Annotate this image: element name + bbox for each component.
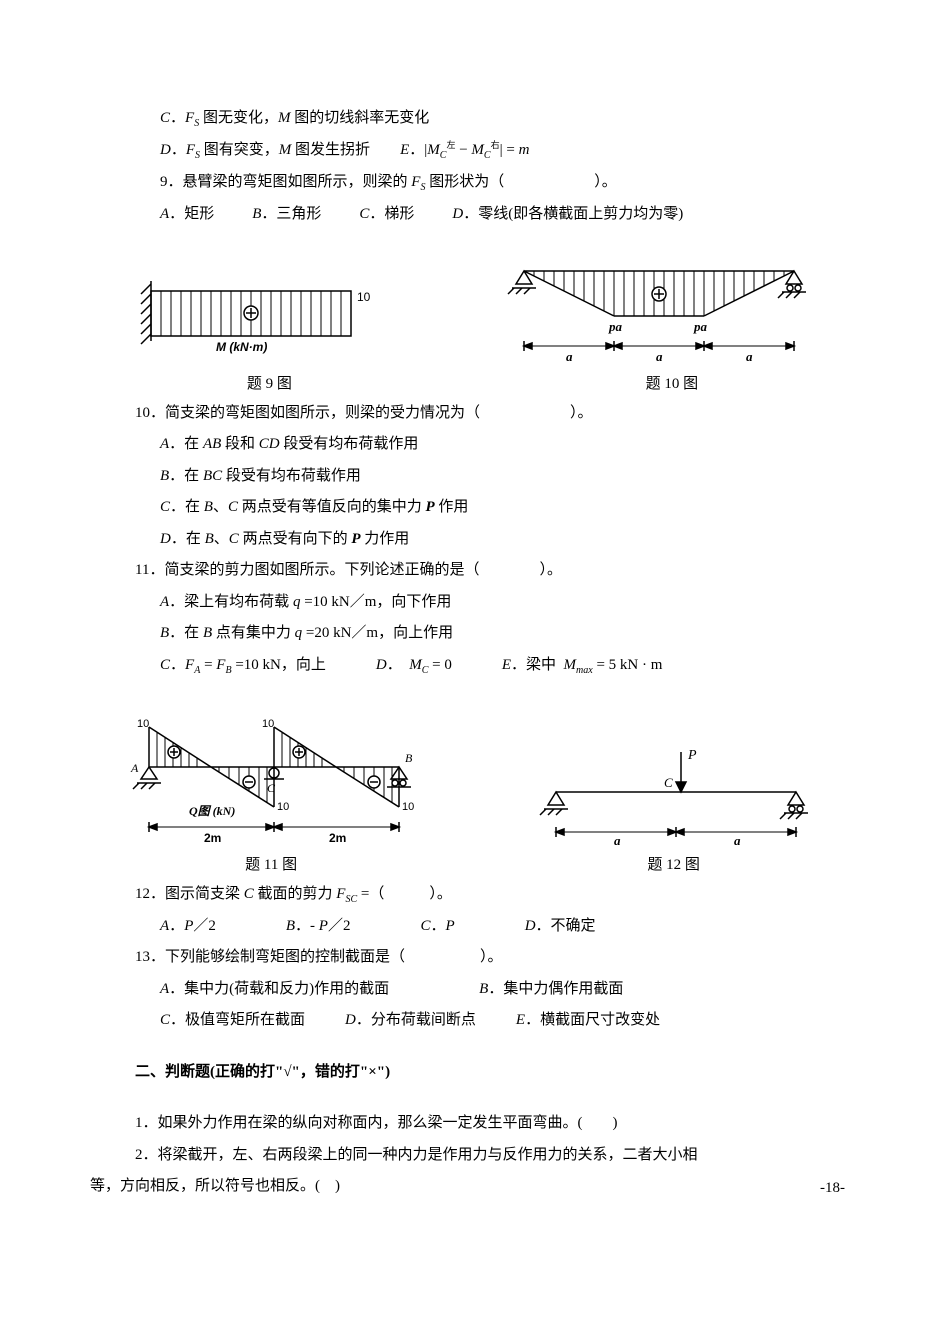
section-2-heading: 二、判断题(正确的打"√"，错的打"×") xyxy=(70,1060,875,1086)
q13-opt-e: E．横截面尺寸改变处 xyxy=(516,1008,660,1034)
fig10-a3: a xyxy=(746,349,753,364)
q10-stem: 10．简支梁的弯矩图如图所示，则梁的受力情况为（ ）。 xyxy=(70,401,875,427)
page: C．FS 图无变化，M 图的切线斜率无变化 D．FS 图有突变，M 图发生拐折 … xyxy=(0,0,945,1337)
q11-stem: 11．简支梁的剪力图如图所示。下列论述正确的是（ ）。 xyxy=(70,558,875,584)
q13-stem: 13．下列能够绘制弯矩图的控制截面是（ ）。 xyxy=(70,945,875,971)
q12-stem: 12．图示简支梁 C 截面的剪力 FSC =（ ）。 xyxy=(70,882,875,908)
judge-2b: 等，方向相反，所以符号也相反。( ) xyxy=(70,1174,875,1200)
q12-opt-d: D．不确定 xyxy=(525,914,596,940)
cap11: 题 11 图 xyxy=(245,853,297,874)
fig11-Q: Q图 (kN) xyxy=(189,804,235,818)
q13-opt-d: D．分布荷载间断点 xyxy=(345,1008,476,1034)
q9-opt-d: D．零线(即各横截面上剪力均为零) xyxy=(452,202,683,228)
q11-opt-e: E．梁中 Mmax = 5 kN · m xyxy=(502,653,663,679)
page-number: -18- xyxy=(820,1180,845,1197)
q8-opt-d: D．FS 图有突变，M 图发生拐折 xyxy=(160,138,370,164)
judge-1: 1．如果外力作用在梁的纵向对称面内，那么梁一定发生平面弯曲。( ) xyxy=(70,1111,875,1137)
figcap-row-11-12: 题 11 图 题 12 图 xyxy=(70,853,875,874)
q10-opt-c: C．在 B、C 两点受有等值反向的集中力 P 作用 xyxy=(70,495,875,521)
q11-opt-c: C．FA = FB =10 kN，向上 xyxy=(160,653,326,679)
fig9-label-10: 10 xyxy=(357,290,371,304)
q9-opt-a: A．A．矩形矩形 xyxy=(160,202,214,228)
q13-opt-b: B．集中力偶作用截面 xyxy=(479,977,623,1003)
q12-options: A．P／2 B．- P／2 C．P D．不确定 xyxy=(70,914,875,940)
text: C．FS 图无变化，M 图的切线斜率无变化 xyxy=(160,110,429,126)
q8-opt-c: C．FS 图无变化，M 图的切线斜率无变化 xyxy=(70,106,875,132)
q10-opt-a: A．在 AB 段和 CD 段受有均布荷载作用 xyxy=(70,432,875,458)
q13-opt-c: C．极值弯矩所在截面 xyxy=(160,1008,305,1034)
q9-opt-b: B．三角形 xyxy=(252,202,321,228)
q10-opt-d: D．在 B、C 两点受有向下的 P 力作用 xyxy=(70,527,875,553)
q9-stem: 9．悬臂梁的弯矩图如图所示，则梁的 FS 图形状为（ ）。 xyxy=(70,170,875,196)
fig11-10b: 10 xyxy=(262,718,274,730)
q9-options: A．A．矩形矩形 B．三角形 C．梯形 D．零线(即各横截面上剪力均为零) xyxy=(70,202,875,228)
fig12-C: C xyxy=(664,775,673,790)
cap12: 题 12 图 xyxy=(647,853,700,874)
q10-opt-b: B．在 BC 段受有均布荷载作用 xyxy=(70,464,875,490)
fig11-B: B xyxy=(405,751,413,765)
fig11-10a: 10 xyxy=(137,718,149,730)
fig10-a2: a xyxy=(656,349,663,364)
fig10-pa1: pa xyxy=(608,319,623,334)
fig10-svg: pa pa a a a xyxy=(494,246,824,366)
fig10-pa2: pa xyxy=(693,319,708,334)
cap9: 题 9 图 xyxy=(247,372,292,393)
fig10-a1: a xyxy=(566,349,573,364)
fig11-2m2: 2m xyxy=(329,831,346,845)
q11-opt-cde: C．FA = FB =10 kN，向上 D． MC = 0 E．梁中 Mmax … xyxy=(70,653,875,679)
fig12-P: P xyxy=(687,748,697,763)
fig-row-9-10: 10 M (kN·m) xyxy=(70,246,875,366)
fig11-2m1: 2m xyxy=(204,831,221,845)
fig12-a1: a xyxy=(614,833,621,847)
q8-opt-e: E．|MC左 − MC右| = m xyxy=(400,138,529,164)
q11-opt-b: B．在 B 点有集中力 q =20 kN／m，向上作用 xyxy=(70,621,875,647)
fig9-svg: 10 M (kN·m) xyxy=(121,266,391,366)
fig11-C: C xyxy=(267,781,276,795)
fig12-a2: a xyxy=(734,833,741,847)
q13-opt-a: A．集中力(荷载和反力)作用的截面 xyxy=(160,977,389,1003)
q11-opt-d: D． MC = 0 xyxy=(376,653,452,679)
fig11-10d: 10 xyxy=(402,801,414,813)
fig-row-11-12: A B C 10 10 10 10 Q图 (kN) 2m 2m xyxy=(70,697,875,847)
q13-options-1: A．集中力(荷载和反力)作用的截面 B．集中力偶作用截面 xyxy=(70,977,875,1003)
fig11-10c: 10 xyxy=(277,801,289,813)
fig9-label-m: M (kN·m) xyxy=(216,340,267,354)
q11-opt-a: A．梁上有均布荷载 q =10 kN／m，向下作用 xyxy=(70,590,875,616)
q13-options-2: C．极值弯矩所在截面 D．分布荷载间断点 E．横截面尺寸改变处 xyxy=(70,1008,875,1034)
q12-opt-a: A．P／2 xyxy=(160,914,216,940)
q12-opt-b: B．- P／2 xyxy=(286,914,351,940)
fig12-svg: P C a a xyxy=(526,737,826,847)
q8-opt-de: D．FS 图有突变，M 图发生拐折 E．|MC左 − MC右| = m xyxy=(70,138,875,164)
judge-2a: 2．将梁截开，左、右两段梁上的同一种内力是作用力与反作用力的关系，二者大小相 xyxy=(70,1143,875,1169)
fig11-svg: A B C 10 10 10 10 Q图 (kN) 2m 2m xyxy=(119,697,429,847)
cap10: 题 10 图 xyxy=(646,372,699,393)
fig11-A: A xyxy=(130,761,139,775)
q9-opt-c: C．梯形 xyxy=(359,202,414,228)
q12-opt-c: C．P xyxy=(420,914,454,940)
figcap-row-9-10: 题 9 图 题 10 图 xyxy=(70,372,875,393)
